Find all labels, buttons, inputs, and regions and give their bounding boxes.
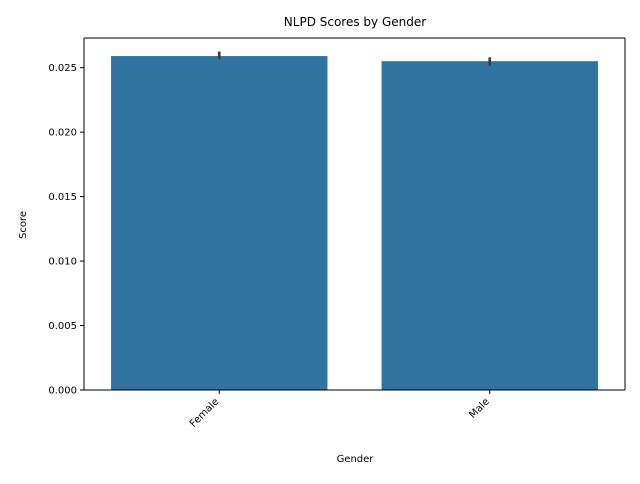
bar-male — [381, 61, 598, 390]
x-tick-label-male: Male — [467, 396, 492, 421]
y-tick-label: 0.005 — [48, 321, 77, 332]
chart-title: NLPD Scores by Gender — [284, 15, 426, 29]
x-tick-label-female: Female — [188, 396, 221, 429]
y-tick-label: 0.010 — [48, 257, 77, 268]
bar-female — [111, 56, 328, 391]
y-tick-label: 0.000 — [48, 386, 77, 397]
y-tick-label: 0.025 — [48, 63, 77, 74]
y-tick-label: 0.015 — [48, 192, 77, 203]
y-tick-label: 0.020 — [48, 128, 77, 139]
y-axis-label: Score — [18, 211, 29, 239]
x-axis-label: Gender — [337, 454, 375, 465]
